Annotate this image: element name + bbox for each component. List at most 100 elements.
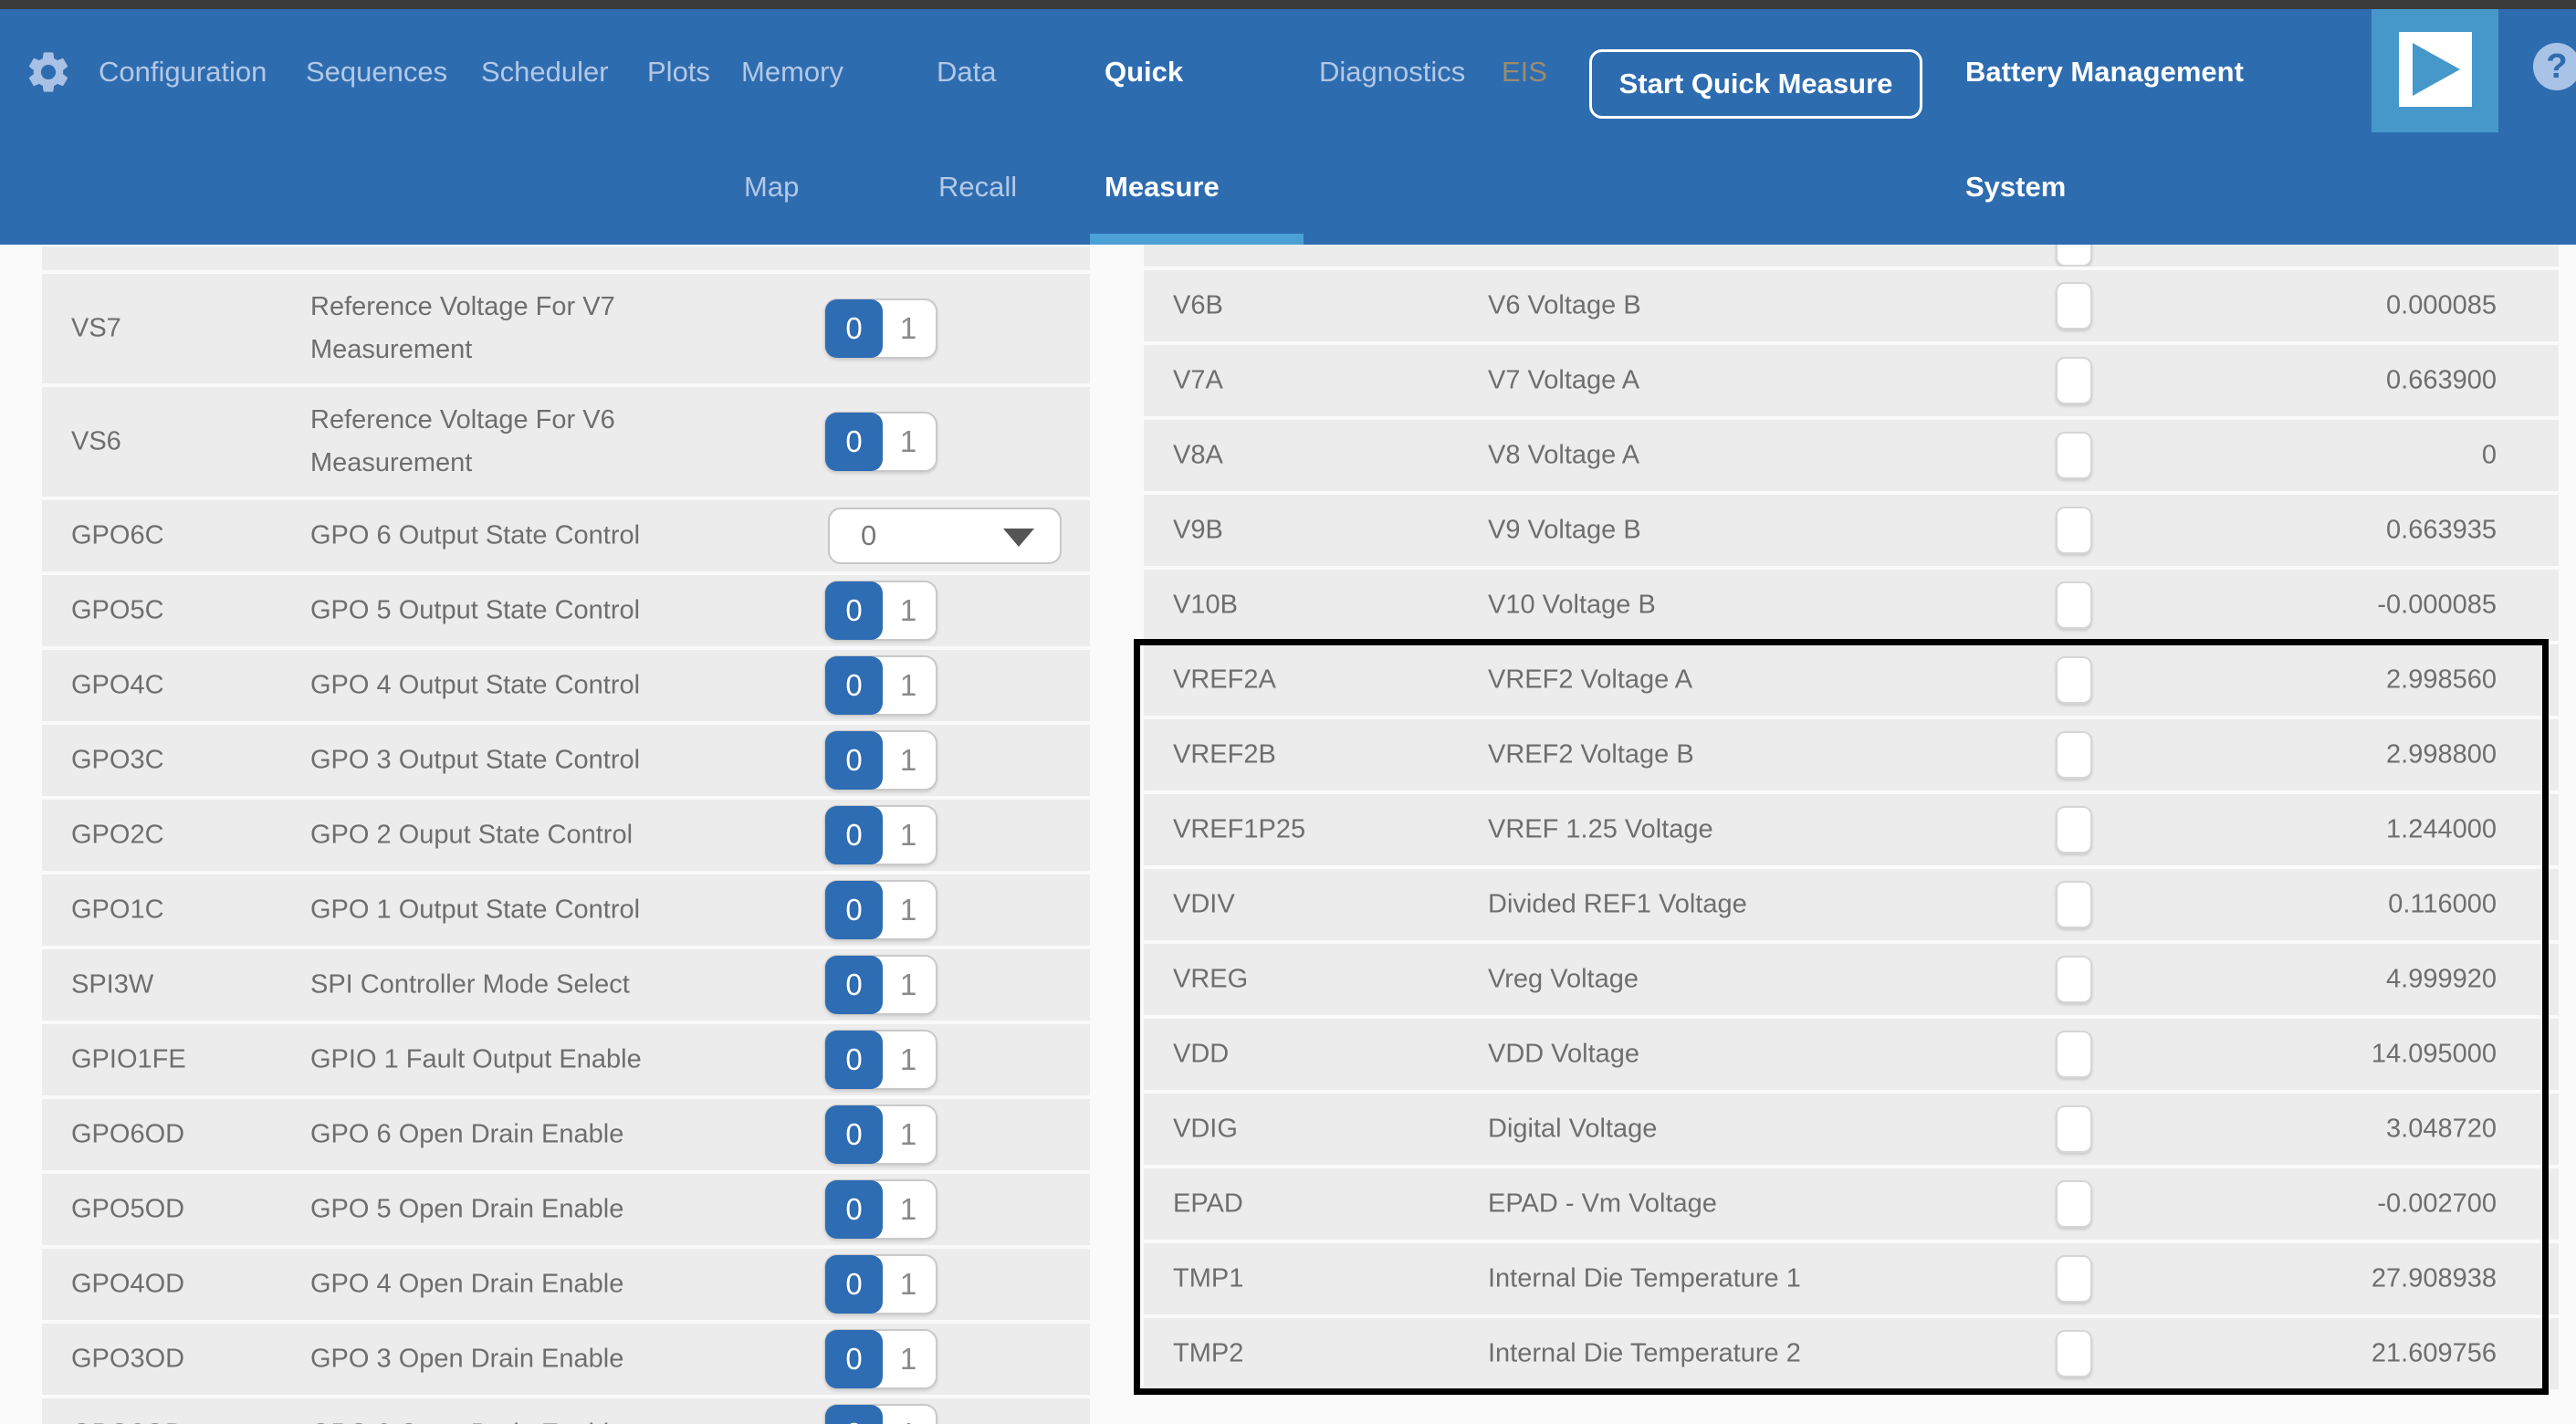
- row-name: GPIO1FE: [71, 1044, 186, 1074]
- row-description: Reference Voltage For V7 Measurement: [310, 292, 615, 364]
- measure-checkbox[interactable]: [2056, 1031, 2092, 1078]
- measure-checkbox[interactable]: [2056, 1330, 2092, 1377]
- table-row: SPI3W SPI Controller Mode Select 0 1: [42, 949, 1090, 1021]
- row-description: V7 Voltage A: [1488, 365, 1640, 395]
- nav-tab-diagnostics[interactable]: Diagnostics: [1319, 56, 1466, 88]
- row-name: V6B: [1173, 290, 1223, 320]
- toggle-option-0-selected[interactable]: 0: [825, 581, 883, 640]
- toggle-option-1[interactable]: 1: [881, 1406, 936, 1424]
- app-title-line1: Battery Management: [1965, 56, 2244, 88]
- table-row: [42, 246, 1090, 270]
- measure-checkbox[interactable]: [2056, 581, 2092, 629]
- row-value: 1.244000: [2386, 814, 2497, 844]
- window-top-strip: [0, 0, 2576, 9]
- nav-tab-quick-measure[interactable]: Quick: [1105, 56, 1184, 88]
- table-row: GPO4OD GPO 4 Open Drain Enable 0 1: [42, 1249, 1090, 1320]
- row-name: GPO2C: [71, 820, 164, 850]
- toggle-option-1[interactable]: 1: [899, 1342, 917, 1376]
- measure-checkbox[interactable]: [2056, 881, 2092, 928]
- measure-checkbox[interactable]: [2056, 432, 2092, 479]
- toggle-option-0-selected[interactable]: 0: [825, 656, 883, 715]
- help-icon[interactable]: ?: [2533, 43, 2576, 90]
- toggle-option-1[interactable]: 1: [899, 893, 917, 927]
- play-icon[interactable]: [2372, 9, 2498, 132]
- measure-checkbox[interactable]: [2056, 507, 2092, 554]
- nav-tab-sequences[interactable]: Sequences: [306, 56, 448, 88]
- toggle-option-1[interactable]: 1: [899, 1192, 917, 1226]
- nav-tab-scheduler[interactable]: Scheduler: [481, 56, 609, 88]
- row-description: VREF2 Voltage A: [1488, 665, 1693, 695]
- nav-tab-map[interactable]: Map: [744, 171, 800, 203]
- toggle-option-1[interactable]: 1: [899, 593, 917, 627]
- toggle-option-0-selected[interactable]: 0: [825, 881, 883, 939]
- nav-tab-recall[interactable]: Recall: [938, 171, 1018, 203]
- toggle-option-0-selected[interactable]: 0: [825, 413, 883, 471]
- table-row: GPO6C GPO 6 Output State Control 0: [42, 500, 1090, 571]
- toggle-option-0-selected[interactable]: 0: [825, 806, 883, 864]
- nav-tab-data-recall[interactable]: Data: [937, 56, 997, 88]
- nav-tab-memory-map[interactable]: Memory: [741, 56, 843, 88]
- table-row: GPO3OD GPO 3 Open Drain Enable 0 1: [42, 1324, 1090, 1395]
- toggle-option-1[interactable]: 1: [899, 668, 917, 702]
- measure-checkbox[interactable]: [2056, 245, 2092, 267]
- measure-checkbox[interactable]: [2056, 1180, 2092, 1228]
- row-description: GPO 1 Output State Control: [310, 895, 641, 925]
- measure-checkbox[interactable]: [2056, 1105, 2092, 1153]
- gear-icon[interactable]: [24, 47, 73, 97]
- toggle-option-0-selected[interactable]: 0: [825, 1330, 883, 1388]
- measure-checkbox[interactable]: [2056, 282, 2092, 330]
- toggle-0-1[interactable]: 01: [824, 1404, 937, 1424]
- app-title-line2: System: [1965, 171, 2067, 203]
- toggle-option-0-selected[interactable]: 0: [825, 731, 883, 790]
- state-dropdown[interactable]: 0: [828, 508, 1062, 564]
- toggle-option-1[interactable]: 1: [899, 743, 917, 777]
- toggle-option-0-selected[interactable]: 0: [825, 956, 883, 1014]
- toggle-option-0-selected[interactable]: 0: [825, 1031, 883, 1089]
- toggle-option-0-selected[interactable]: 0: [825, 299, 883, 358]
- toggle-option-1[interactable]: 1: [899, 1267, 917, 1301]
- start-quick-measure-button[interactable]: Start Quick Measure: [1589, 49, 1922, 119]
- toggle-option-0-selected[interactable]: 0: [825, 1255, 883, 1314]
- row-name: SPI3W: [71, 969, 154, 1000]
- toggle-option-1[interactable]: 1: [899, 1117, 917, 1151]
- measure-checkbox[interactable]: [2056, 656, 2092, 704]
- nav-tab-plots[interactable]: Plots: [647, 56, 710, 88]
- toggle-option-1[interactable]: 1: [899, 424, 917, 458]
- table-row: GPO3C GPO 3 Output State Control 0 1: [42, 725, 1090, 796]
- toggle-option-1[interactable]: 1: [899, 311, 917, 345]
- measure-checkbox[interactable]: [2056, 1255, 2092, 1303]
- row-value: 21.609756: [2371, 1338, 2497, 1368]
- row-value: 2.998800: [2386, 739, 2497, 770]
- nav-tab-measure[interactable]: Measure: [1105, 171, 1220, 203]
- toggle-option-0-selected[interactable]: 0: [825, 1180, 883, 1239]
- measure-checkbox[interactable]: [2056, 806, 2092, 853]
- measure-checkbox[interactable]: [2056, 731, 2092, 779]
- measure-checkbox[interactable]: [2056, 956, 2092, 1003]
- row-description: GPO 3 Output State Control: [310, 745, 641, 775]
- toggle-option-0-selected[interactable]: 0: [825, 1405, 883, 1424]
- toggle-option-1[interactable]: 1: [899, 818, 917, 852]
- row-name: GPO5OD: [71, 1194, 185, 1224]
- table-row: GPO5OD GPO 5 Open Drain Enable 0 1: [42, 1174, 1090, 1245]
- measure-checkbox[interactable]: [2056, 357, 2092, 404]
- nav-tab-eis[interactable]: EIS: [1502, 56, 1547, 88]
- nav-tab-configuration[interactable]: Configuration: [99, 56, 267, 88]
- toggle-option-1[interactable]: 1: [899, 1042, 917, 1076]
- toggle-option-0-selected[interactable]: 0: [825, 1105, 883, 1164]
- row-name: V9B: [1173, 515, 1223, 545]
- toggle-option-1[interactable]: 1: [899, 968, 917, 1001]
- row-description: EPAD - Vm Voltage: [1488, 1188, 1717, 1219]
